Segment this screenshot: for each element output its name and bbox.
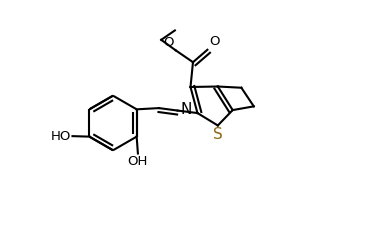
- Text: O: O: [164, 36, 174, 49]
- Text: OH: OH: [128, 155, 148, 168]
- Text: S: S: [213, 127, 223, 142]
- Text: N: N: [181, 102, 192, 117]
- Text: HO: HO: [51, 130, 72, 143]
- Text: O: O: [209, 35, 219, 48]
